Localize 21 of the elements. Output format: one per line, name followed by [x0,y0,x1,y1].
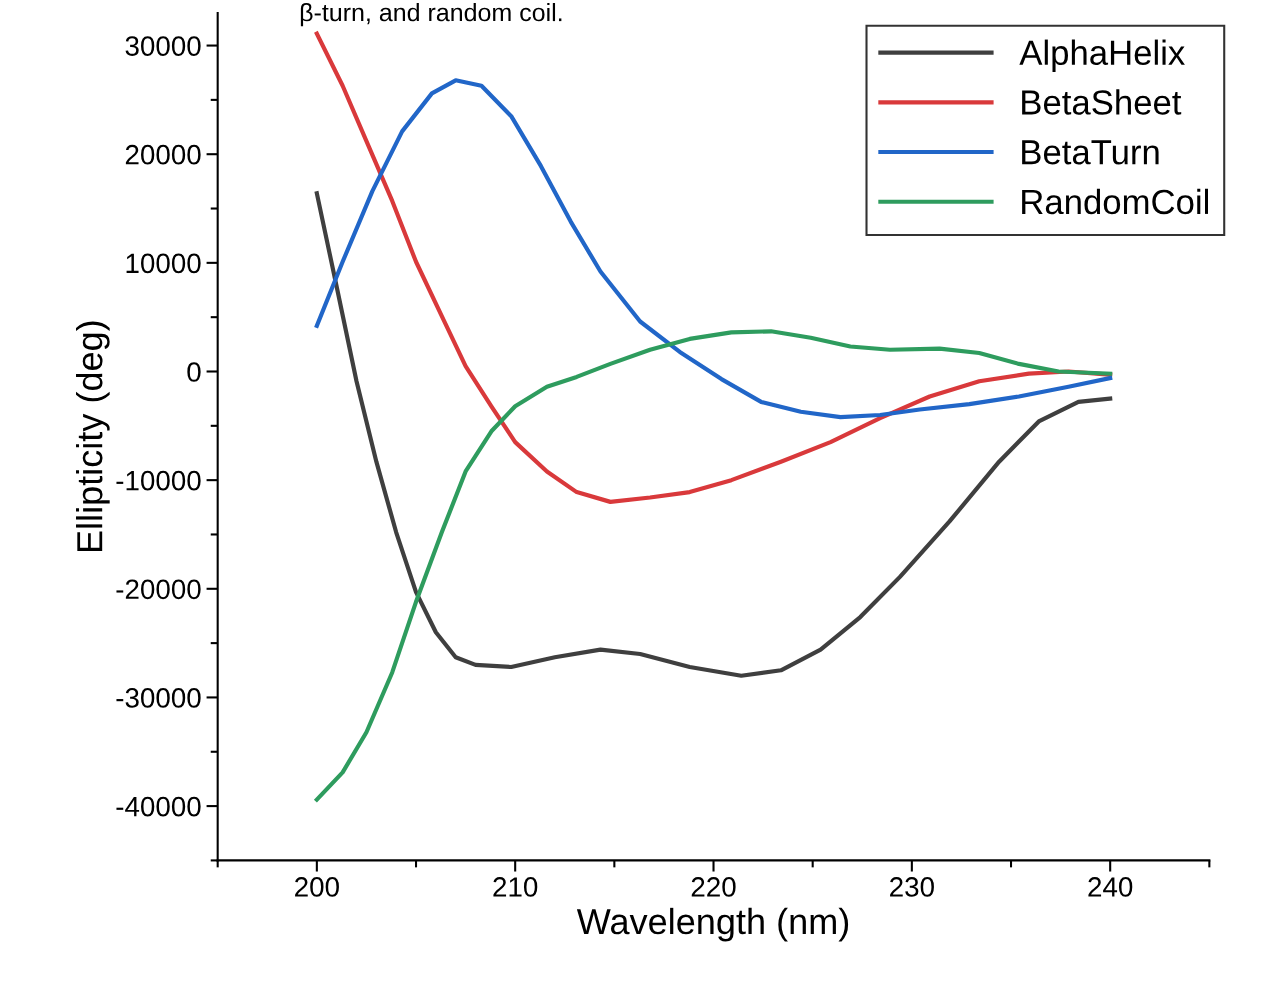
y-tick-label: -20000 [116,579,201,600]
legend-label: AlphaHelix [1019,39,1185,72]
y-tick-label: 30000 [125,36,201,56]
x-axis-title: Wavelength (nm) [576,907,849,942]
y-tick-label: -30000 [116,688,201,708]
x-tick-label: 240 [1088,877,1133,897]
x-tick-label: 210 [493,877,538,897]
x-tick-label: 200 [295,877,339,897]
y-axis-title: Ellipticity (deg) [76,321,110,552]
y-tick-label: -40000 [116,796,201,817]
annotation: β-turn, and random coil. [300,2,562,27]
x-tick-label: 220 [691,877,736,897]
legend-label: BetaSheet [1022,89,1182,115]
line-series [314,329,1113,802]
y-tick-label: 10000 [126,253,201,274]
legend-label: RandomCoil [1022,188,1209,215]
y-tick-label: -10000 [116,470,201,491]
legend-label: BetaTurn [1022,140,1159,165]
y-tick-label: 20000 [125,144,201,165]
x-tick-label: 230 [890,877,934,897]
y-tick-label: 0 [187,362,201,382]
